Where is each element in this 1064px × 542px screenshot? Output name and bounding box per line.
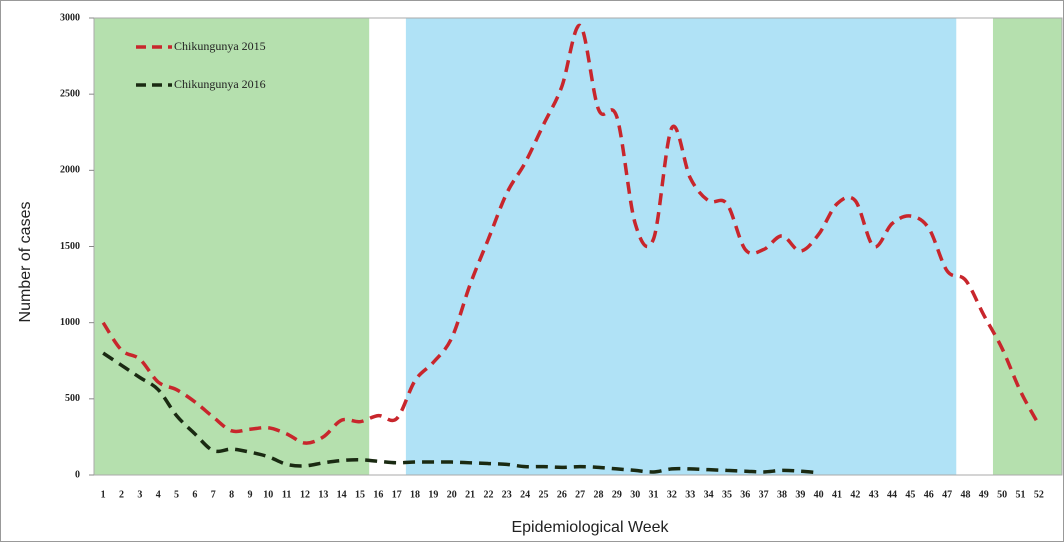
x-tick-label: 6 bbox=[192, 489, 197, 500]
x-tick-label: 17 bbox=[392, 489, 402, 500]
x-tick-label: 49 bbox=[979, 489, 989, 500]
y-tick-label: 500 bbox=[65, 393, 80, 404]
x-tick-label: 44 bbox=[887, 489, 897, 500]
x-tick-label: 36 bbox=[740, 489, 750, 500]
x-tick-label: 2 bbox=[119, 489, 124, 500]
x-tick-label: 7 bbox=[211, 489, 216, 500]
x-tick-label: 35 bbox=[722, 489, 732, 500]
x-tick-label: 23 bbox=[502, 489, 512, 500]
y-tick-label: 1500 bbox=[60, 241, 80, 252]
x-tick-label: 21 bbox=[465, 489, 475, 500]
x-tick-label: 4 bbox=[156, 489, 161, 500]
x-tick-label: 43 bbox=[869, 489, 879, 500]
x-tick-label: 11 bbox=[282, 489, 291, 500]
x-tick-label: 16 bbox=[373, 489, 383, 500]
y-tick-label: 1000 bbox=[60, 317, 80, 328]
x-tick-label: 45 bbox=[905, 489, 915, 500]
x-tick-label: 18 bbox=[410, 489, 420, 500]
x-tick-label: 5 bbox=[174, 489, 179, 500]
x-tick-label: 32 bbox=[667, 489, 677, 500]
x-tick-label: 26 bbox=[557, 489, 567, 500]
x-tick-label: 24 bbox=[520, 489, 530, 500]
x-tick-label: 37 bbox=[759, 489, 769, 500]
shaded-period bbox=[992, 18, 1062, 475]
x-tick-label: 51 bbox=[1015, 489, 1025, 500]
y-tick-label: 0 bbox=[75, 469, 80, 480]
legend-label: Chikungunya 2016 bbox=[174, 77, 266, 91]
x-tick-label: 25 bbox=[538, 489, 548, 500]
x-tick-label: 52 bbox=[1034, 489, 1044, 500]
lines: Chikungunya 2015 Chikungunya 2016 bbox=[101, 23, 1041, 475]
x-tick-label: 48 bbox=[960, 489, 970, 500]
x-tick-label: 39 bbox=[795, 489, 805, 500]
x-tick-label: 27 bbox=[575, 489, 585, 500]
x-tick-label: 8 bbox=[229, 489, 234, 500]
x-tick-label: 12 bbox=[300, 489, 310, 500]
y-tick-label: 3000 bbox=[60, 12, 80, 23]
x-tick-label: 41 bbox=[832, 489, 842, 500]
x-tick-label: 50 bbox=[997, 489, 1007, 500]
x-tick-label: 15 bbox=[355, 489, 365, 500]
legend-label: Chikungunya 2015 bbox=[174, 39, 266, 53]
shaded-period bbox=[405, 18, 957, 475]
x-tick-label: 22 bbox=[483, 489, 493, 500]
y-tick-label: 2500 bbox=[60, 88, 80, 99]
x-tick-label: 3 bbox=[137, 489, 142, 500]
x-tick-label: 42 bbox=[850, 489, 860, 500]
x-tick-label: 30 bbox=[630, 489, 640, 500]
x-tick-label: 20 bbox=[447, 489, 457, 500]
x-axis-title: Epidemiological Week bbox=[511, 519, 669, 536]
x-tick-label: 31 bbox=[649, 489, 659, 500]
x-tick-label: 33 bbox=[685, 489, 695, 500]
x-tick-label: 47 bbox=[942, 489, 952, 500]
x-tick-label: 40 bbox=[814, 489, 824, 500]
x-tick-label: 9 bbox=[247, 489, 252, 500]
x-tick-label: 46 bbox=[924, 489, 934, 500]
x-tick-label: 38 bbox=[777, 489, 787, 500]
x-tick-label: 29 bbox=[612, 489, 622, 500]
x-tick-label: 10 bbox=[263, 489, 273, 500]
x-tick-label: 19 bbox=[428, 489, 438, 500]
y-axis-title: Number of cases bbox=[17, 202, 34, 323]
x-tick-label: 13 bbox=[318, 489, 328, 500]
x-tick-label: 14 bbox=[337, 489, 347, 500]
x-tick-label: 28 bbox=[594, 489, 604, 500]
shaded-period bbox=[94, 18, 370, 475]
series-line bbox=[102, 351, 819, 475]
x-tick-label: 34 bbox=[704, 489, 714, 500]
series-line bbox=[101, 23, 1041, 445]
y-tick-label: 2000 bbox=[60, 165, 80, 176]
x-tick-label: 1 bbox=[101, 489, 106, 500]
background-bands bbox=[94, 18, 1062, 475]
